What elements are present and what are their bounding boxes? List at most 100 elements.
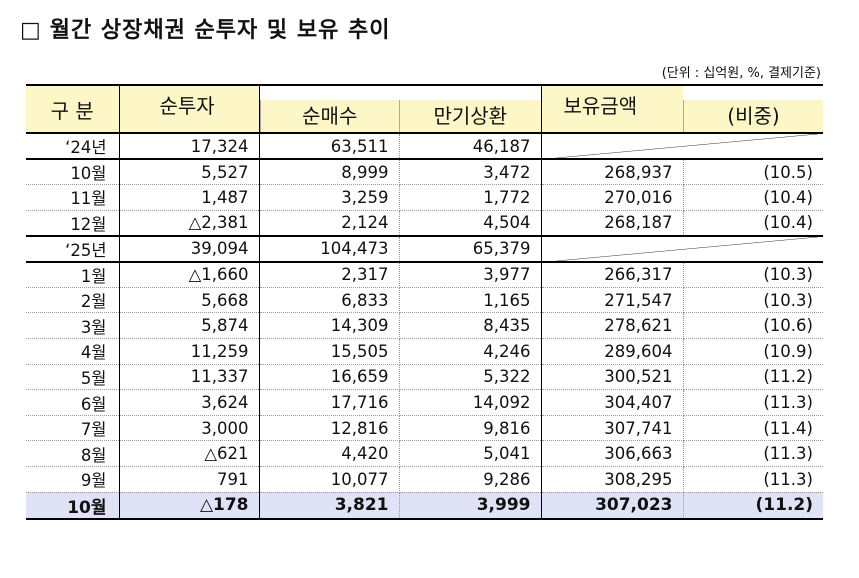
cell-net-investment: 1,487 bbox=[119, 184, 260, 211]
table-row: 4월 11,259 15,505 4,246 289,604 (10.9) bbox=[26, 338, 823, 365]
cell-share: (10.3) bbox=[683, 287, 823, 314]
cell-holdings: 268,937 bbox=[541, 159, 684, 186]
table-row: 11월 1,487 3,259 1,772 270,016 (10.4) bbox=[26, 184, 823, 211]
row-label: ‘24년 bbox=[26, 133, 120, 160]
table-row: 5월 11,337 16,659 5,322 300,521 (11.2) bbox=[26, 364, 823, 391]
cell-share: (10.3) bbox=[683, 261, 823, 288]
cell-net-purchase: 14,309 bbox=[259, 312, 400, 340]
table-body: ‘24년 17,324 63,511 46,187 10월 5,527 8,999 3,472… bbox=[26, 133, 823, 520]
cell-holdings: 306,663 bbox=[541, 440, 684, 468]
table-row: 7월 3,000 12,816 9,816 307,741 (11.4) bbox=[26, 415, 823, 442]
cell-net-purchase: 3,259 bbox=[259, 184, 400, 211]
table-row: 10월 △178 3,821 3,999 307,023 (11.2) bbox=[26, 492, 823, 520]
cell-net-purchase: 3,821 bbox=[259, 492, 400, 520]
header-maturity: 만기상환 bbox=[399, 100, 541, 132]
cell-holdings: 278,621 bbox=[541, 312, 684, 340]
row-label: 7월 bbox=[26, 415, 120, 442]
cell-share: (11.3) bbox=[683, 389, 823, 416]
row-label: 5월 bbox=[26, 364, 120, 391]
cell-holdings: 304,407 bbox=[541, 389, 684, 416]
cell-share: (11.2) bbox=[683, 492, 823, 520]
checkbox-bullet: □ bbox=[20, 18, 42, 43]
cell-net-purchase: 104,473 bbox=[259, 235, 400, 263]
cell-maturity: 3,977 bbox=[399, 261, 542, 288]
row-label: 4월 bbox=[26, 338, 120, 365]
header-net-investment: 순투자 bbox=[119, 84, 260, 134]
cell-net-investment: 791 bbox=[119, 466, 260, 493]
cell-holdings: 289,604 bbox=[541, 338, 684, 365]
cell-net-purchase: 16,659 bbox=[259, 364, 400, 391]
unit-note: (단위 : 십억원, %, 결제기준) bbox=[661, 66, 821, 81]
header-category: 구 분 bbox=[26, 84, 120, 134]
table-row: 1월 △1,660 2,317 3,977 266,317 (10.3) bbox=[26, 261, 823, 288]
cell-net-purchase: 8,999 bbox=[259, 159, 400, 186]
cell-net-investment: 17,324 bbox=[119, 133, 260, 160]
cell-maturity: 65,379 bbox=[399, 235, 542, 263]
cell-maturity: 8,435 bbox=[399, 312, 542, 340]
row-label: ‘25년 bbox=[26, 235, 120, 263]
cell-holdings: 268,187 bbox=[541, 210, 684, 237]
table-row: 12월 △2,381 2,124 4,504 268,187 (10.4) bbox=[26, 210, 823, 237]
cell-net-purchase: 6,833 bbox=[259, 287, 400, 314]
cell-net-purchase: 2,124 bbox=[259, 210, 400, 237]
cell-maturity: 4,504 bbox=[399, 210, 542, 237]
cell-holdings: 307,023 bbox=[541, 492, 684, 520]
cell-net-investment: 5,668 bbox=[119, 287, 260, 314]
table-row: 6월 3,624 17,716 14,092 304,407 (11.3) bbox=[26, 389, 823, 416]
cell-net-investment: 39,094 bbox=[119, 235, 260, 263]
row-label: 8월 bbox=[26, 440, 120, 468]
row-label: 2월 bbox=[26, 287, 120, 314]
table-row: 8월 △621 4,420 5,041 306,663 (11.3) bbox=[26, 440, 823, 468]
cell-net-investment: 11,337 bbox=[119, 364, 260, 391]
cell-net-investment: 3,624 bbox=[119, 389, 260, 416]
table-row: 10월 5,527 8,999 3,472 268,937 (10.5) bbox=[26, 159, 823, 186]
row-label: 12월 bbox=[26, 210, 120, 237]
cell-share: (11.2) bbox=[683, 364, 823, 391]
header-share: (비중) bbox=[683, 100, 823, 132]
cell-share: (11.3) bbox=[683, 466, 823, 493]
table-row: 9월 791 10,077 9,286 308,295 (11.3) bbox=[26, 466, 823, 493]
cell-share: (10.5) bbox=[683, 159, 823, 186]
cell-net-purchase: 2,317 bbox=[259, 261, 400, 288]
cell-maturity: 3,472 bbox=[399, 159, 542, 186]
cell-holdings: 270,016 bbox=[541, 184, 684, 211]
cell-share: (10.4) bbox=[683, 210, 823, 237]
cell-net-investment: △621 bbox=[119, 440, 260, 468]
cell-holdings: 308,295 bbox=[541, 466, 684, 493]
row-label: 10월 bbox=[26, 159, 120, 186]
cell-holdings: 300,521 bbox=[541, 364, 684, 391]
cell-maturity: 1,165 bbox=[399, 287, 542, 314]
cell-maturity: 5,322 bbox=[399, 364, 542, 391]
header-net-purchase: 순매수 bbox=[259, 100, 399, 132]
table-row: 2월 5,668 6,833 1,165 271,547 (10.3) bbox=[26, 287, 823, 314]
cell-maturity: 4,246 bbox=[399, 338, 542, 365]
cell-net-purchase: 15,505 bbox=[259, 338, 400, 365]
row-label: 11월 bbox=[26, 184, 120, 211]
cell-net-investment: △178 bbox=[119, 492, 260, 520]
cell-maturity: 3,999 bbox=[399, 492, 542, 520]
table-row: ‘25년 39,094 104,473 65,379 bbox=[26, 235, 823, 263]
cell-holdings: 266,317 bbox=[541, 261, 684, 288]
row-label: 10월 bbox=[26, 492, 120, 520]
cell-net-purchase: 4,420 bbox=[259, 440, 400, 468]
row-label: 9월 bbox=[26, 466, 120, 493]
cell-net-investment: 5,874 bbox=[119, 312, 260, 340]
cell-net-purchase: 10,077 bbox=[259, 466, 400, 493]
title-text: 월간 상장채권 순투자 및 보유 추이 bbox=[49, 18, 391, 43]
diagonal-blank-cell bbox=[541, 235, 823, 263]
cell-holdings: 271,547 bbox=[541, 287, 684, 314]
cell-maturity: 9,816 bbox=[399, 415, 542, 442]
cell-net-investment: △2,381 bbox=[119, 210, 260, 237]
cell-net-investment: 3,000 bbox=[119, 415, 260, 442]
row-label: 3월 bbox=[26, 312, 120, 340]
cell-maturity: 9,286 bbox=[399, 466, 542, 493]
header-holdings: 보유금액 bbox=[541, 84, 683, 134]
cell-maturity: 14,092 bbox=[399, 389, 542, 416]
cell-maturity: 46,187 bbox=[399, 133, 542, 160]
row-label: 1월 bbox=[26, 261, 120, 288]
cell-share: (10.6) bbox=[683, 312, 823, 340]
cell-net-purchase: 17,716 bbox=[259, 389, 400, 416]
cell-share: (11.3) bbox=[683, 440, 823, 468]
cell-net-purchase: 12,816 bbox=[259, 415, 400, 442]
table-row: ‘24년 17,324 63,511 46,187 bbox=[26, 133, 823, 160]
